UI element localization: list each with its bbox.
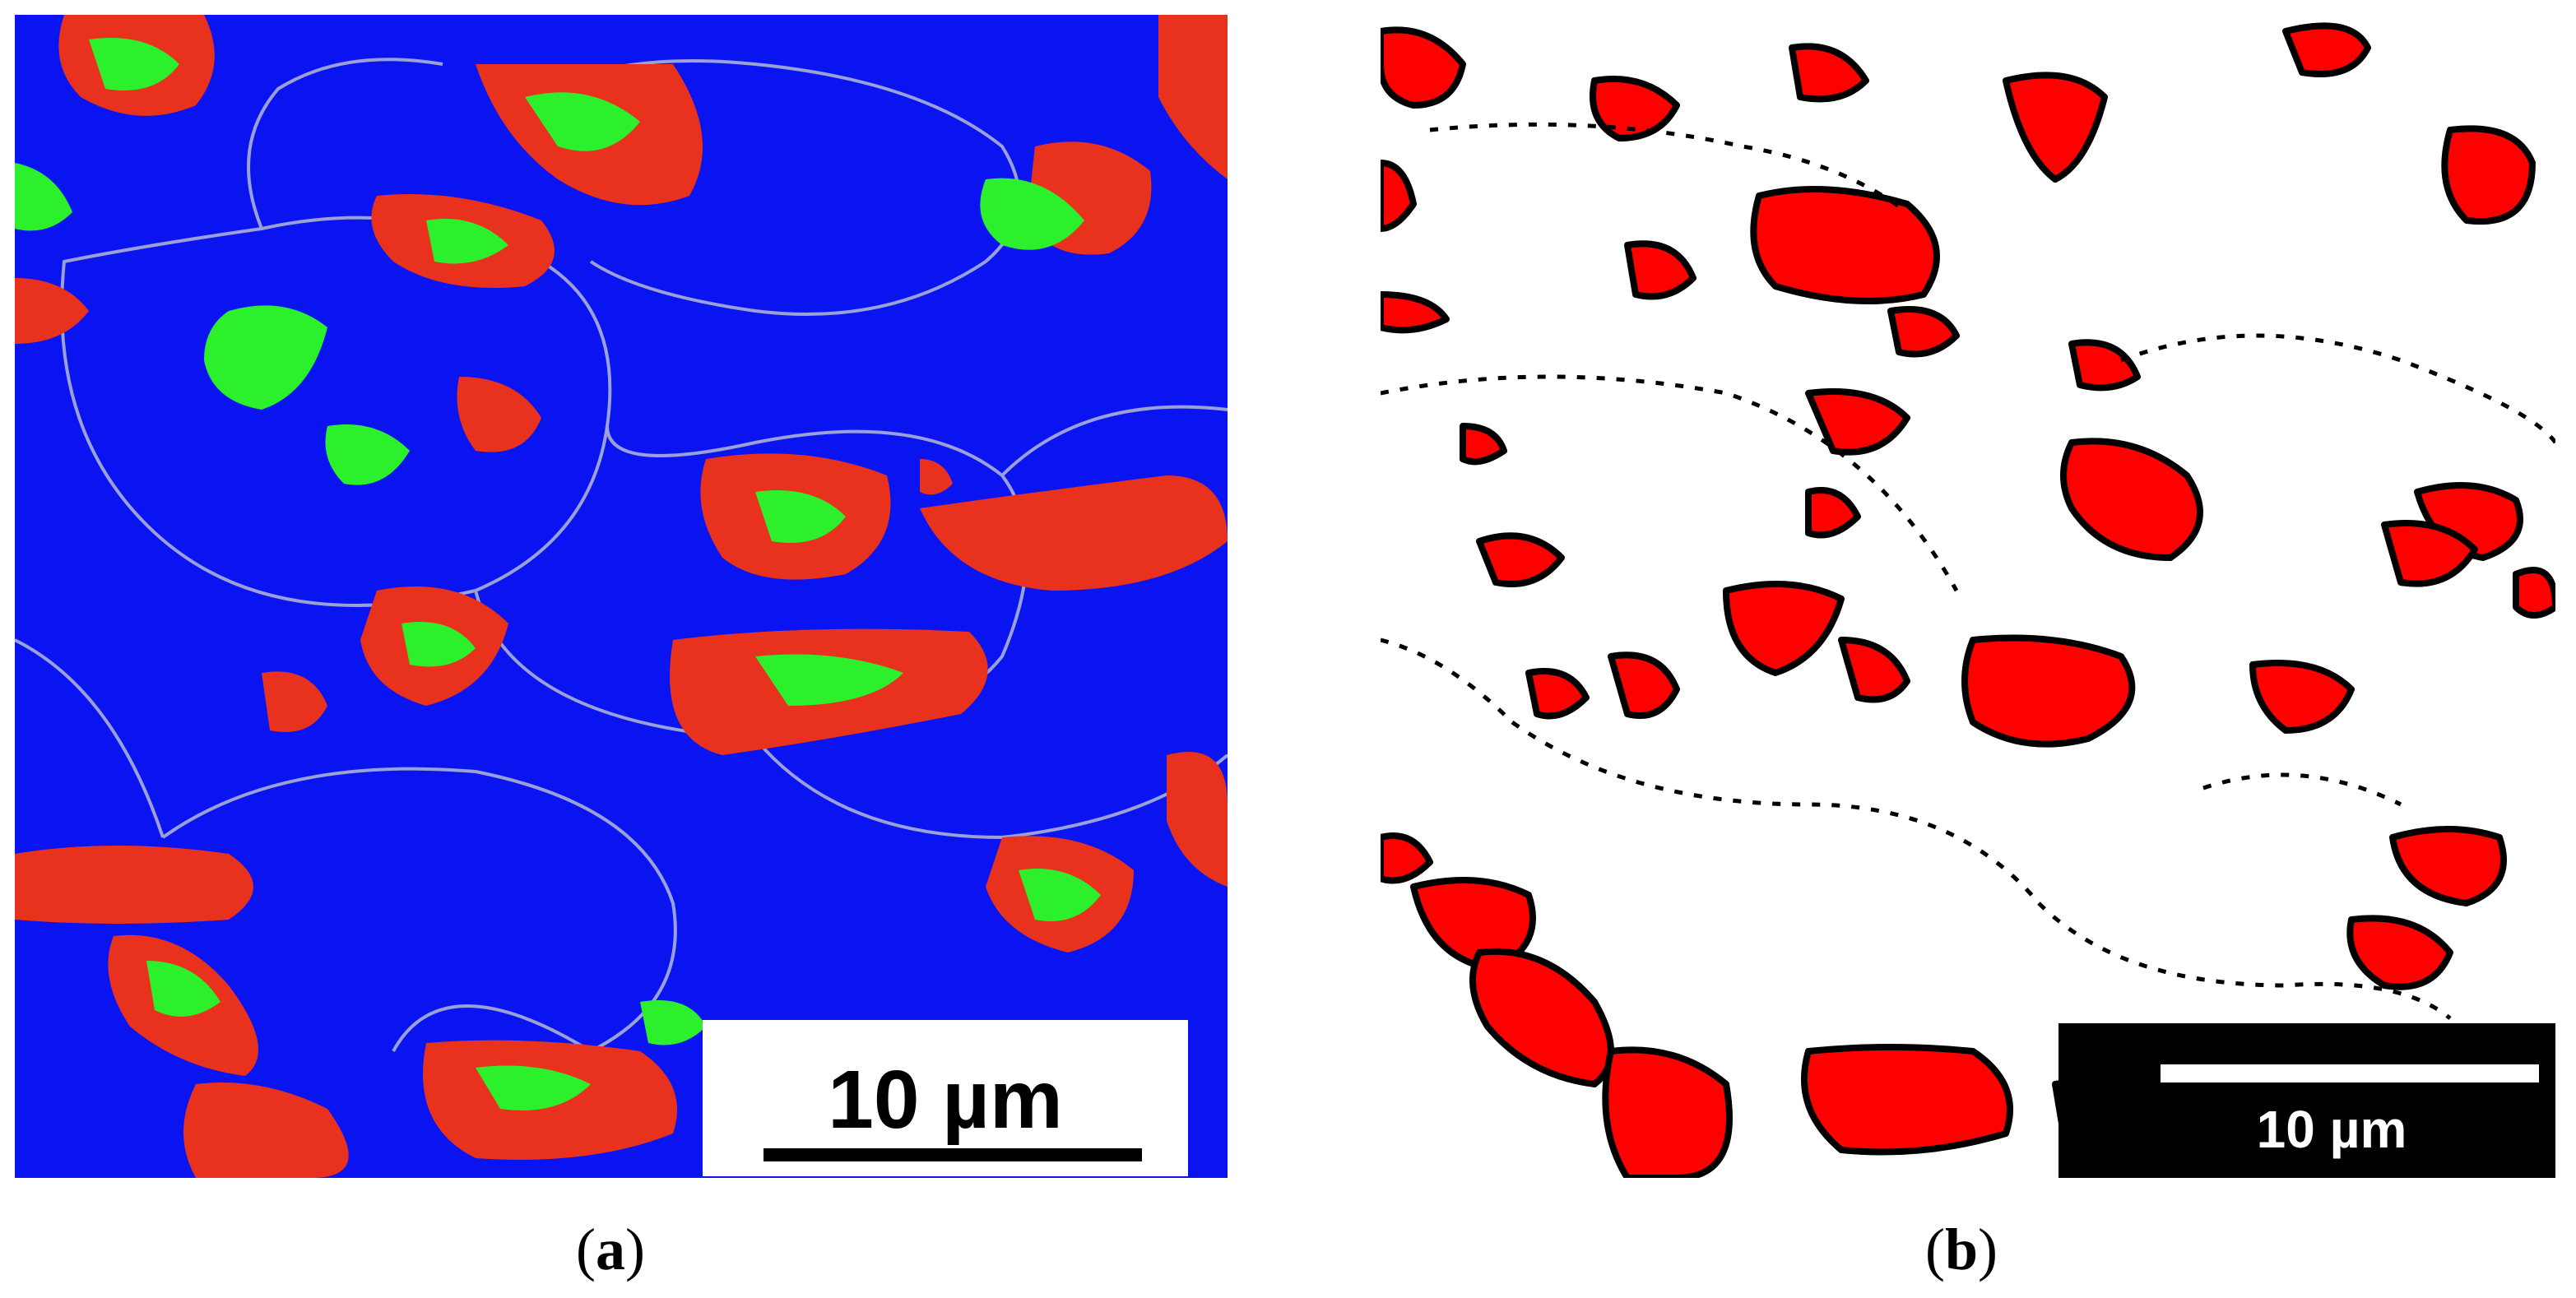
caption-a-letter: a — [595, 1217, 625, 1282]
phase-map-a — [15, 15, 1228, 1178]
phase-map-b — [1381, 22, 2555, 1178]
micrograph-panel-a: 10 µm — [15, 15, 1228, 1178]
scale-bar-a: 10 µm — [703, 1020, 1188, 1176]
caption-a-open: ( — [576, 1217, 596, 1282]
scale-bar-line-a — [764, 1148, 1142, 1161]
red-phase-regions-b — [1381, 22, 2555, 1178]
caption-b-close: ) — [1978, 1217, 1998, 1282]
grain-boundaries-b — [1381, 122, 2555, 1020]
scale-bar-b: 10 µm — [2058, 1023, 2555, 1178]
scale-bar-label-a: 10 µm — [828, 1054, 1063, 1146]
panel-caption-a: (a) — [576, 1216, 645, 1284]
caption-a-close: ) — [624, 1217, 645, 1282]
scale-bar-line-b — [2161, 1064, 2539, 1082]
micrograph-panel-b: 10 µm — [1381, 15, 2555, 1178]
caption-b-open: ( — [1925, 1217, 1945, 1282]
red-phase-regions-a — [15, 15, 1228, 1178]
caption-b-letter: b — [1944, 1217, 1979, 1282]
scale-bar-label-b: 10 µm — [2256, 1100, 2407, 1159]
panel-caption-b: (b) — [1925, 1216, 1998, 1284]
